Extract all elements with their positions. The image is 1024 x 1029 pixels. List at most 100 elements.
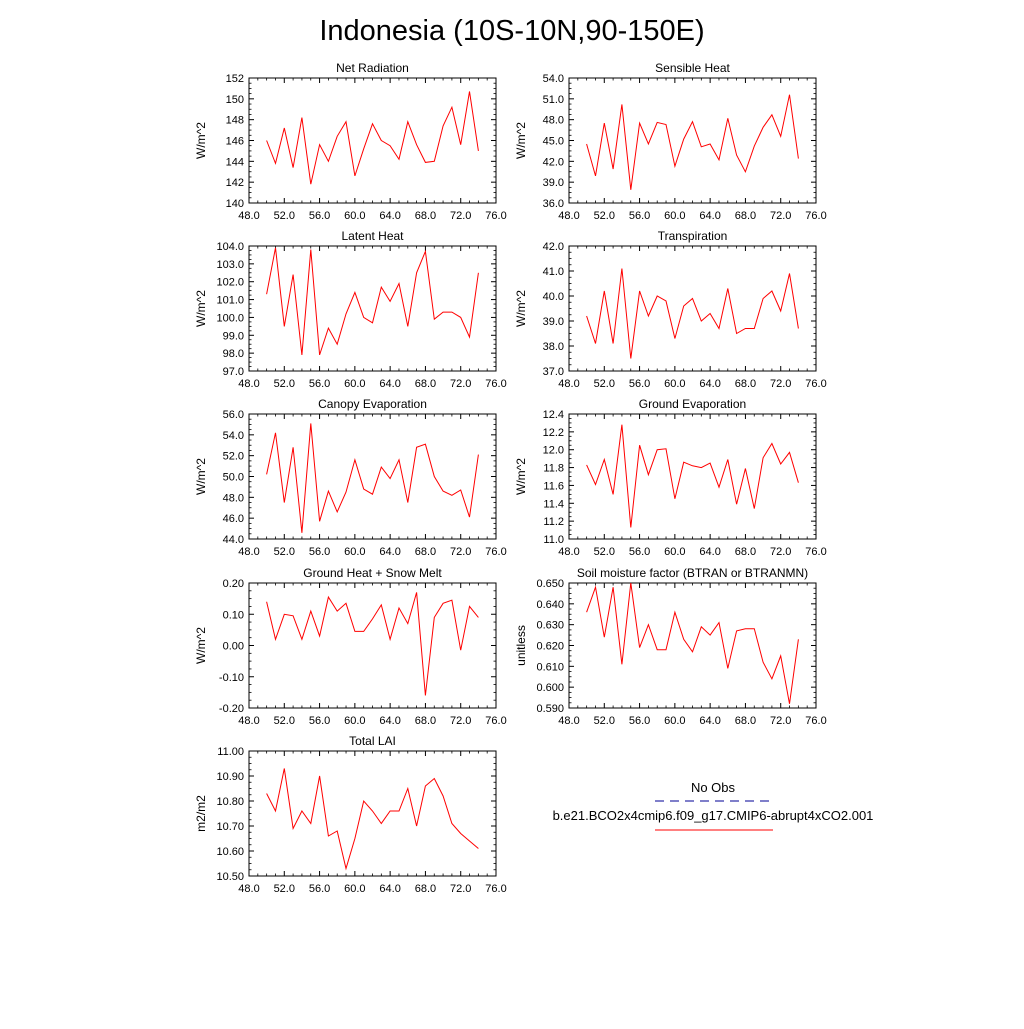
x-tick-label: 64.0 [379, 378, 400, 390]
series-line [266, 768, 479, 871]
y-tick-label: 11.4 [543, 498, 564, 510]
y-tick-label: 150 [226, 94, 244, 106]
y-tick-label: 12.0 [543, 445, 564, 457]
x-tick-label: 72.0 [770, 546, 791, 558]
x-tick-label: 76.0 [805, 546, 826, 558]
x-tick-label: 76.0 [805, 210, 826, 222]
y-tick-label: 0.20 [223, 578, 244, 590]
x-tick-label: 72.0 [450, 715, 471, 727]
y-axis-label: W/m^2 [194, 122, 208, 159]
x-tick-label: 52.0 [594, 546, 615, 558]
x-tick-label: 60.0 [344, 378, 365, 390]
plot-frame [568, 245, 817, 372]
x-tick-label: 64.0 [699, 210, 720, 222]
y-tick-label: 41.0 [543, 266, 564, 278]
x-tick-label: 64.0 [379, 715, 400, 727]
y-tick-label: 40.0 [543, 291, 564, 303]
y-axis-label: W/m^2 [514, 290, 528, 327]
y-tick-label: 37.0 [543, 366, 564, 378]
x-tick-label: 68.0 [735, 210, 756, 222]
x-tick-label: 52.0 [274, 715, 295, 727]
panel: Sensible Heat 48.0 52.0 56.0 60.0 64.0 68.0 72.… [514, 61, 827, 222]
x-tick-label: 56.0 [629, 715, 650, 727]
x-tick-label: 76.0 [485, 210, 506, 222]
y-tick-label: 50.0 [223, 472, 244, 484]
y-tick-label: 10.90 [216, 771, 244, 783]
panel: Transpiration 48.0 52.0 56.0 60.0 64.0 68.0 72.… [514, 229, 827, 390]
plot-frame [248, 245, 497, 372]
panel-title: Latent Heat [341, 229, 404, 243]
y-tick-label: 10.50 [216, 871, 244, 883]
y-tick-label: -0.10 [219, 672, 244, 684]
panel: Latent Heat 48.0 52.0 56.0 60.0 64.0 68.0 72.0 7… [194, 229, 507, 390]
x-tick-label: 68.0 [415, 378, 436, 390]
x-tick-label: 48.0 [558, 546, 579, 558]
plot-frame [568, 77, 817, 204]
x-tick-label: 72.0 [450, 883, 471, 895]
series-line [586, 268, 799, 359]
y-axis-label: W/m^2 [514, 122, 528, 159]
x-tick-label: 76.0 [485, 883, 506, 895]
y-tick-label: 0.640 [536, 599, 564, 611]
plot-frame [568, 413, 817, 540]
series-line [266, 423, 479, 533]
y-tick-label: 51.0 [543, 94, 564, 106]
y-tick-label: 12.4 [543, 409, 564, 421]
y-tick-label: 144 [226, 156, 244, 168]
x-tick-label: 68.0 [415, 715, 436, 727]
y-tick-label: 103.0 [216, 259, 244, 271]
x-tick-label: 68.0 [735, 715, 756, 727]
y-tick-label: 10.70 [216, 821, 244, 833]
y-tick-label: 142 [226, 177, 244, 189]
x-tick-label: 52.0 [274, 546, 295, 558]
y-tick-label: 38.0 [543, 341, 564, 353]
series-line [586, 94, 799, 190]
x-tick-label: 64.0 [699, 715, 720, 727]
panel: Canopy Evaporation 48.0 52.0 56.0 60.0 64.0 68… [194, 397, 507, 558]
x-tick-label: 52.0 [274, 378, 295, 390]
x-tick-label: 64.0 [379, 210, 400, 222]
y-tick-label: 39.0 [543, 316, 564, 328]
y-tick-label: 39.0 [543, 177, 564, 189]
y-tick-label: 11.6 [543, 480, 564, 492]
y-tick-label: 0.620 [536, 641, 564, 653]
y-tick-label: 0.610 [536, 661, 564, 673]
y-tick-label: 10.60 [216, 846, 244, 858]
y-tick-label: 52.0 [223, 451, 244, 463]
x-tick-label: 56.0 [309, 715, 330, 727]
panel-title: Ground Heat + Snow Melt [303, 566, 442, 580]
y-tick-label: 48.0 [223, 492, 244, 504]
y-tick-label: 140 [226, 198, 244, 210]
y-tick-label: 46.0 [223, 513, 244, 525]
y-axis-label: W/m^2 [194, 627, 208, 664]
plot-frame [568, 582, 817, 709]
panel: Net Radiation 48.0 52.0 56.0 60.0 64.0 68.0 72.… [194, 61, 507, 222]
x-tick-label: 52.0 [274, 210, 295, 222]
x-tick-label: 60.0 [664, 210, 685, 222]
x-tick-label: 48.0 [558, 715, 579, 727]
x-tick-label: 72.0 [450, 378, 471, 390]
x-tick-label: 52.0 [594, 210, 615, 222]
y-tick-label: 45.0 [543, 136, 564, 148]
x-tick-label: 72.0 [770, 715, 791, 727]
series-line [586, 424, 799, 528]
x-tick-label: 64.0 [699, 378, 720, 390]
y-tick-label: 0.600 [536, 682, 564, 694]
y-tick-label: 12.2 [543, 427, 564, 439]
y-tick-label: 0.650 [536, 578, 564, 590]
y-tick-label: 44.0 [223, 534, 244, 546]
x-tick-label: 60.0 [344, 715, 365, 727]
y-tick-label: 11.00 [217, 746, 244, 758]
panel: Ground Evaporation 48.0 52.0 56.0 60.0 64.0 68… [514, 397, 827, 558]
x-tick-label: 56.0 [629, 546, 650, 558]
y-axis-label: m2/m2 [194, 795, 208, 832]
y-tick-label: 101.0 [216, 295, 244, 307]
x-tick-label: 76.0 [805, 715, 826, 727]
x-tick-label: 64.0 [379, 546, 400, 558]
y-tick-label: 97.0 [223, 366, 244, 378]
y-axis-label: unitless [514, 625, 528, 666]
x-tick-label: 60.0 [344, 546, 365, 558]
y-tick-label: 102.0 [216, 277, 244, 289]
y-tick-label: 0.10 [223, 609, 244, 621]
